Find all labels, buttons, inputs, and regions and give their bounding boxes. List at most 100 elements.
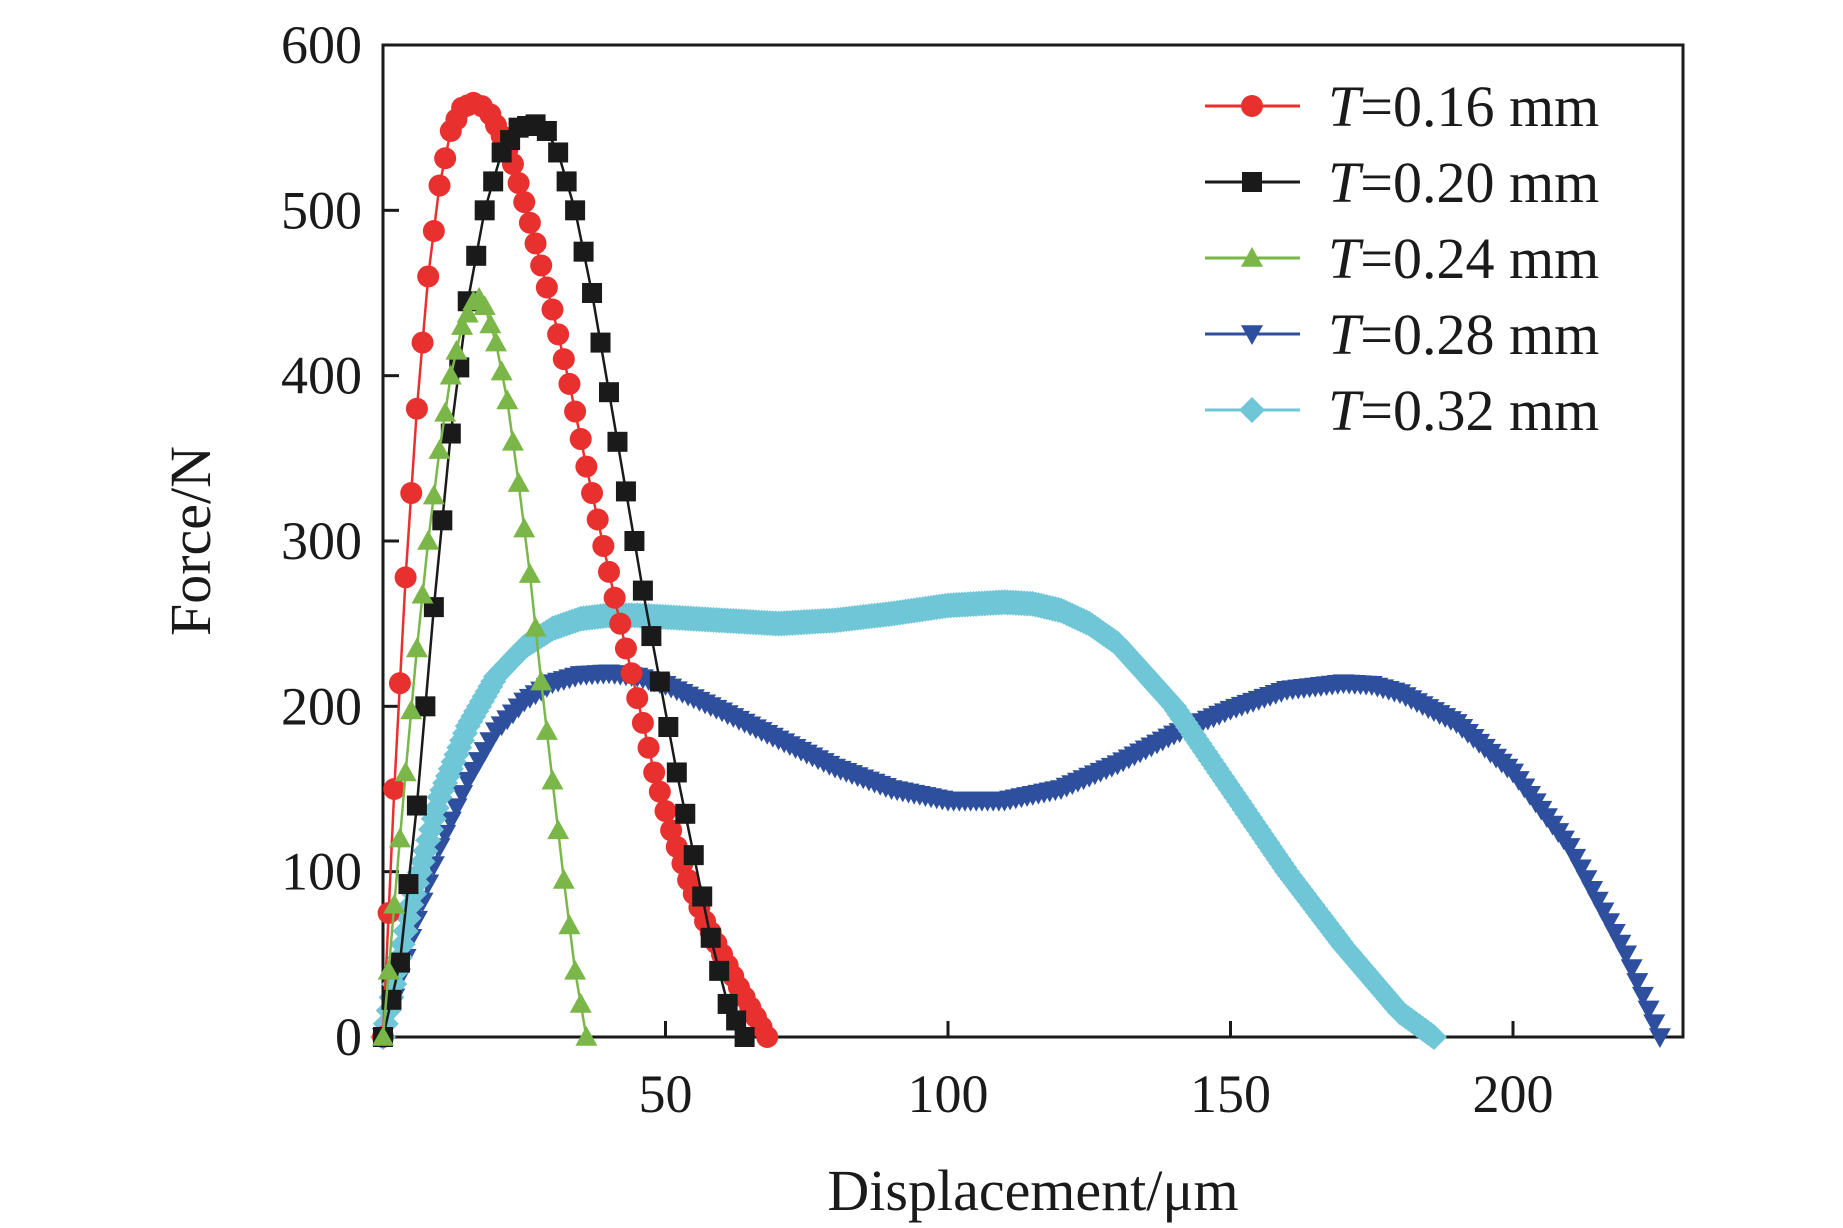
data-point — [417, 530, 440, 550]
data-point — [660, 819, 683, 842]
data-point — [394, 761, 417, 782]
legend-marker — [1241, 95, 1263, 117]
data-point — [683, 845, 704, 866]
series-circle — [372, 91, 779, 1048]
data-point — [631, 711, 654, 734]
legend-label-var: T — [1328, 74, 1364, 139]
data-point — [590, 332, 611, 353]
series-square — [373, 114, 755, 1047]
legend-label: T=0.16 mm — [1328, 74, 1599, 139]
data-point — [456, 302, 479, 323]
data-point — [1603, 924, 1626, 944]
legend-label-var: T — [1328, 226, 1364, 291]
data-point — [734, 1027, 755, 1047]
x-tick-label: 150 — [1190, 1064, 1271, 1124]
legend-entry: T=0.20 mm — [1205, 150, 1599, 215]
data-point — [1586, 891, 1609, 912]
legend-label-var: T — [1328, 378, 1364, 443]
y-tick-label: 300 — [281, 511, 362, 571]
data-point — [649, 671, 670, 692]
data-point — [535, 720, 558, 740]
data-point — [513, 517, 536, 538]
data-point — [692, 886, 713, 907]
data-point — [547, 819, 570, 840]
data-point — [388, 672, 411, 695]
data-point — [1609, 934, 1632, 955]
data-point — [440, 423, 461, 444]
legend-label: T=0.32 mm — [1328, 378, 1599, 443]
data-point — [518, 211, 541, 234]
data-point — [582, 283, 603, 303]
data-point — [1564, 848, 1587, 869]
data-point — [626, 687, 649, 710]
data-point — [377, 959, 400, 980]
legend-label-var: T — [1328, 302, 1364, 367]
data-point — [598, 560, 620, 583]
data-point — [1631, 986, 1654, 1007]
data-point — [1620, 959, 1643, 980]
data-point — [389, 952, 410, 973]
data-point — [556, 171, 577, 192]
y-tick-label: 400 — [281, 346, 362, 406]
data-point — [717, 993, 738, 1014]
series-diamond — [370, 589, 1447, 1050]
data-point — [524, 616, 547, 637]
data-point — [490, 360, 513, 381]
data-point — [552, 348, 575, 371]
data-point — [541, 769, 564, 790]
data-point — [614, 637, 637, 660]
data-point — [1626, 973, 1649, 993]
legend-label-value: =0.24 mm — [1360, 226, 1599, 291]
legend-label-value: =0.32 mm — [1360, 378, 1599, 443]
data-point — [541, 298, 564, 321]
data-point — [675, 803, 696, 824]
data-point — [479, 313, 502, 334]
data-point — [558, 372, 581, 395]
data-point — [501, 430, 524, 451]
legend: T=0.16 mmT=0.20 mmT=0.24 mmT=0.28 mmT=0.… — [1205, 74, 1599, 443]
data-point — [632, 580, 653, 601]
data-point — [406, 795, 427, 816]
data-point — [569, 992, 592, 1013]
data-point — [394, 566, 417, 589]
legend-label: T=0.24 mm — [1328, 226, 1599, 291]
data-point — [756, 1026, 779, 1048]
data-point — [603, 586, 626, 609]
data-point — [592, 534, 615, 557]
data-point — [599, 382, 619, 403]
data-point — [726, 1010, 747, 1031]
data-point — [439, 364, 462, 385]
data-point — [1637, 1000, 1660, 1021]
data-point — [466, 245, 487, 266]
data-point — [637, 736, 660, 759]
data-point — [1569, 859, 1592, 880]
data-point — [434, 147, 457, 170]
data-point — [415, 696, 436, 717]
legend-marker — [1241, 325, 1263, 345]
data-point — [405, 637, 428, 658]
data-point — [609, 612, 632, 635]
data-point — [620, 662, 643, 685]
data-point — [648, 780, 671, 803]
data-point — [552, 868, 575, 889]
data-point — [507, 172, 530, 195]
data-point — [658, 717, 679, 737]
x-tick-label: 50 — [639, 1064, 693, 1124]
data-point — [405, 397, 428, 420]
legend-label-value: =0.28 mm — [1360, 302, 1599, 367]
x-tick-label: 100 — [908, 1064, 989, 1124]
data-point — [709, 960, 730, 981]
legend-marker — [1242, 172, 1262, 192]
data-point — [388, 827, 411, 848]
data-point — [445, 339, 468, 360]
data-point — [700, 927, 721, 948]
data-point — [641, 626, 662, 647]
data-point — [518, 563, 541, 583]
data-point — [513, 191, 536, 214]
x-tick-label: 200 — [1473, 1064, 1554, 1124]
data-point — [507, 472, 530, 492]
data-point — [665, 835, 688, 858]
legend-entry: T=0.24 mm — [1205, 226, 1599, 291]
legend-marker — [1239, 397, 1265, 423]
legend-label-value: =0.20 mm — [1360, 150, 1599, 215]
